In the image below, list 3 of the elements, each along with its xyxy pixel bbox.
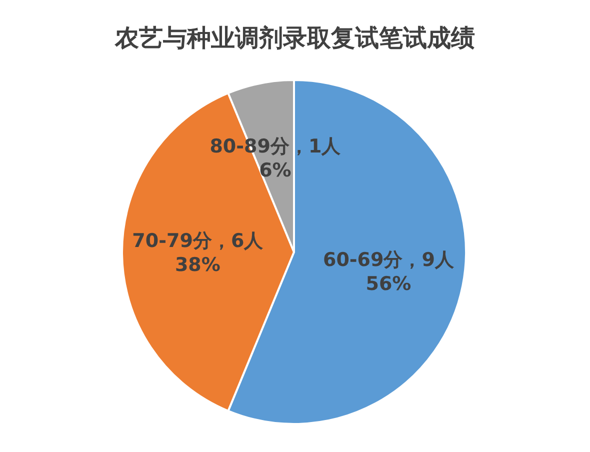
chart-title: 农艺与种业调剂录取复试笔试成绩 bbox=[114, 24, 475, 52]
slice-label: 70-79分，6人 38% bbox=[132, 230, 264, 276]
slice-label: 60-69分，9人 56% bbox=[322, 248, 455, 295]
